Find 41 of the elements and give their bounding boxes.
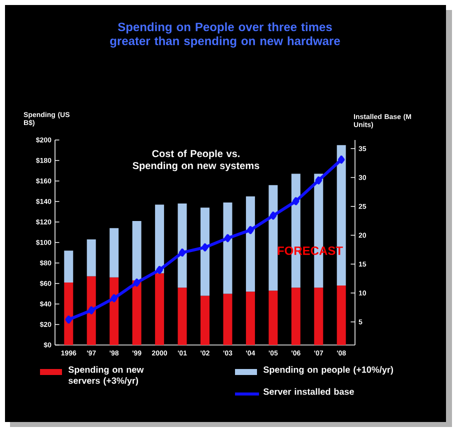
bar (268, 290, 278, 345)
bar (246, 292, 255, 345)
point (156, 266, 163, 274)
bar (86, 276, 96, 345)
point (270, 212, 277, 220)
bar (223, 202, 232, 294)
bar (246, 196, 255, 292)
bar (291, 288, 300, 345)
bar (110, 228, 119, 278)
bar (268, 185, 278, 291)
bar (155, 273, 164, 345)
point (292, 197, 300, 206)
bar (132, 280, 142, 345)
bar (200, 208, 210, 296)
point (338, 156, 345, 164)
point (315, 176, 322, 184)
bar (155, 204, 164, 274)
bar (314, 288, 324, 345)
bar (223, 294, 232, 345)
bar (110, 277, 119, 345)
bar (132, 220, 142, 280)
point (65, 316, 72, 324)
bar (64, 282, 74, 345)
point (110, 294, 118, 302)
point (247, 226, 254, 234)
point (178, 248, 186, 257)
chart-title: Spending on People over three times greater than spending on new hardware (110, 22, 340, 48)
legend-label: Spending on new servers (+3%/yr) (68, 366, 144, 386)
point (133, 278, 140, 287)
legend-label: Server installed base (263, 388, 354, 395)
bar (86, 239, 96, 276)
bar (178, 288, 187, 345)
text: Cost of People vs. Spending on new systems (132, 150, 260, 172)
bar (200, 296, 210, 345)
bar (64, 250, 74, 282)
legend-label: Spending on people (+10%/yr) (263, 366, 394, 375)
point (88, 306, 95, 314)
point (202, 243, 208, 252)
point (224, 234, 232, 242)
bar (336, 286, 346, 345)
bar (178, 204, 187, 288)
